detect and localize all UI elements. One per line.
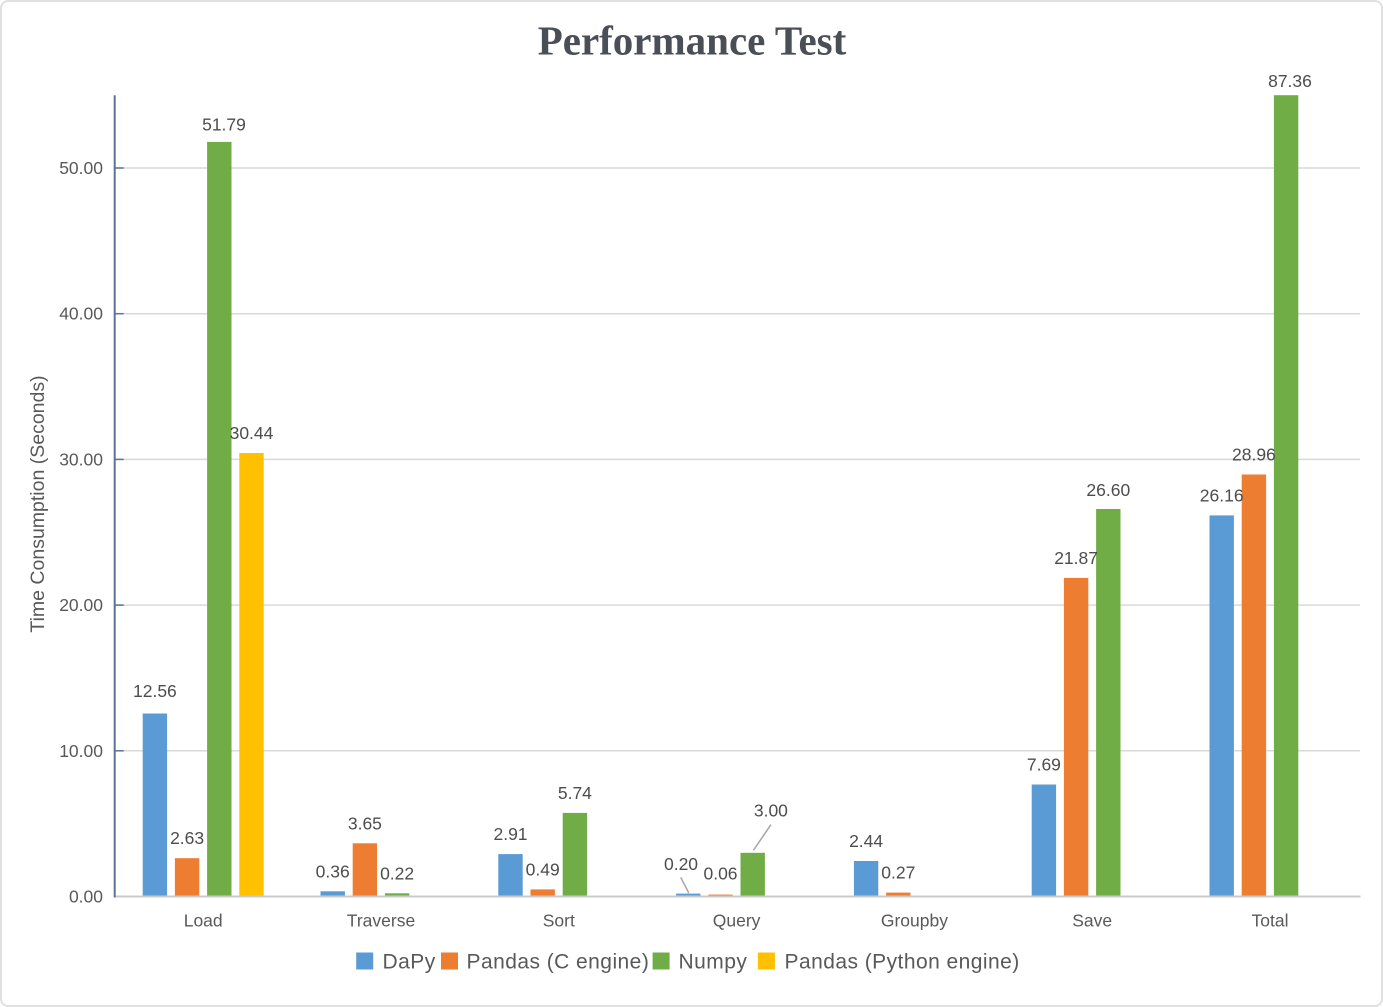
svg-text:26.60: 26.60 (1086, 480, 1130, 500)
svg-text:Groupby: Groupby (881, 910, 948, 930)
svg-text:2.44: 2.44 (849, 831, 883, 851)
svg-text:12.56: 12.56 (133, 681, 177, 701)
svg-text:DaPy: DaPy (383, 951, 436, 974)
svg-text:51.79: 51.79 (202, 115, 246, 135)
svg-text:Total: Total (1252, 910, 1289, 930)
svg-text:0.49: 0.49 (526, 859, 560, 879)
svg-text:Numpy: Numpy (679, 951, 748, 974)
svg-text:26.16: 26.16 (1200, 485, 1244, 505)
svg-text:7.69: 7.69 (1027, 755, 1061, 775)
svg-text:0.20: 0.20 (664, 854, 698, 874)
svg-text:Sort: Sort (543, 910, 575, 930)
svg-text:0.36: 0.36 (316, 861, 350, 881)
svg-text:Pandas (C engine): Pandas (C engine) (467, 951, 650, 974)
svg-text:87.36: 87.36 (1268, 71, 1312, 91)
svg-text:10.00: 10.00 (59, 741, 103, 761)
svg-text:28.96: 28.96 (1232, 445, 1276, 465)
svg-text:21.87: 21.87 (1054, 548, 1098, 568)
svg-text:5.74: 5.74 (558, 783, 592, 803)
svg-text:3.00: 3.00 (754, 801, 788, 821)
svg-text:0.27: 0.27 (881, 863, 915, 883)
svg-text:Load: Load (184, 910, 223, 930)
svg-text:Pandas (Python engine): Pandas (Python engine) (785, 951, 1020, 974)
svg-text:30.44: 30.44 (230, 423, 274, 443)
svg-text:50.00: 50.00 (59, 158, 103, 178)
svg-text:0.22: 0.22 (380, 863, 414, 883)
svg-text:Traverse: Traverse (347, 910, 415, 930)
svg-text:2.63: 2.63 (170, 828, 204, 848)
svg-text:0.00: 0.00 (69, 887, 103, 907)
svg-text:40.00: 40.00 (59, 304, 103, 324)
svg-text:Save: Save (1072, 910, 1112, 930)
svg-text:Performance Test: Performance Test (538, 18, 847, 64)
svg-text:Query: Query (713, 910, 761, 930)
svg-text:0.06: 0.06 (703, 864, 737, 884)
svg-text:30.00: 30.00 (59, 449, 103, 469)
svg-text:Time Consumption (Seconds): Time Consumption (Seconds) (27, 375, 49, 632)
svg-text:20.00: 20.00 (59, 595, 103, 615)
svg-text:3.65: 3.65 (348, 813, 382, 833)
svg-text:2.91: 2.91 (493, 824, 527, 844)
